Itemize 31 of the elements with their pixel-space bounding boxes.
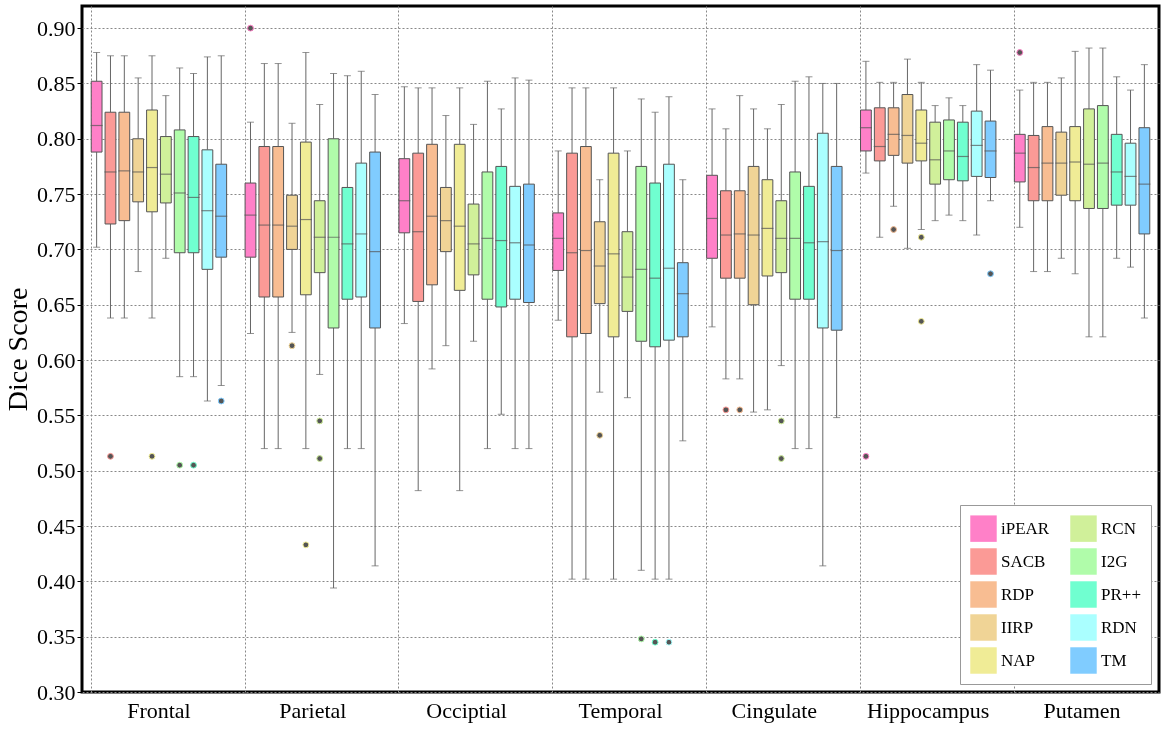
legend-label: PR++ bbox=[1101, 584, 1141, 604]
y-axis-title: Dice Score bbox=[2, 287, 33, 412]
x-tick-label: Temporal bbox=[578, 697, 663, 723]
y-tick-label: 0.45 bbox=[37, 513, 76, 539]
x-tick-label: Putamen bbox=[1043, 697, 1121, 723]
legend-label: NAP bbox=[1001, 650, 1036, 670]
y-tick-label: 0.85 bbox=[37, 70, 76, 96]
y-tick-label: 0.80 bbox=[37, 126, 76, 152]
y-tick-label: 0.75 bbox=[37, 181, 76, 207]
legend-label: I2G bbox=[1101, 551, 1128, 571]
x-tick-label: Cingulate bbox=[731, 697, 818, 723]
legend-label: RDN bbox=[1101, 617, 1137, 637]
y-tick-label: 0.30 bbox=[37, 679, 76, 705]
y-tick-label: 0.70 bbox=[37, 236, 76, 262]
x-tick-label: Hippocampus bbox=[867, 697, 990, 723]
legend-label: RCN bbox=[1101, 518, 1136, 538]
y-tick-label: 0.35 bbox=[37, 624, 76, 650]
x-tick-label: Occiptial bbox=[426, 697, 507, 723]
y-tick-label: 0.50 bbox=[37, 458, 76, 484]
y-tick-label: 0.90 bbox=[37, 15, 76, 41]
y-tick-label: 0.40 bbox=[37, 568, 76, 594]
legend-label: IIRP bbox=[1001, 617, 1034, 637]
legend-label: SACB bbox=[1001, 551, 1046, 571]
y-tick-label: 0.55 bbox=[37, 402, 76, 428]
y-tick-label: 0.60 bbox=[37, 347, 76, 373]
x-tick-label: Parietal bbox=[279, 697, 347, 723]
y-tick-label: 0.65 bbox=[37, 292, 76, 318]
x-tick-label: Frontal bbox=[127, 697, 191, 723]
legend-label: TM bbox=[1101, 650, 1127, 670]
legend-label: RDP bbox=[1001, 584, 1035, 604]
legend-label: iPEAR bbox=[1001, 518, 1050, 538]
